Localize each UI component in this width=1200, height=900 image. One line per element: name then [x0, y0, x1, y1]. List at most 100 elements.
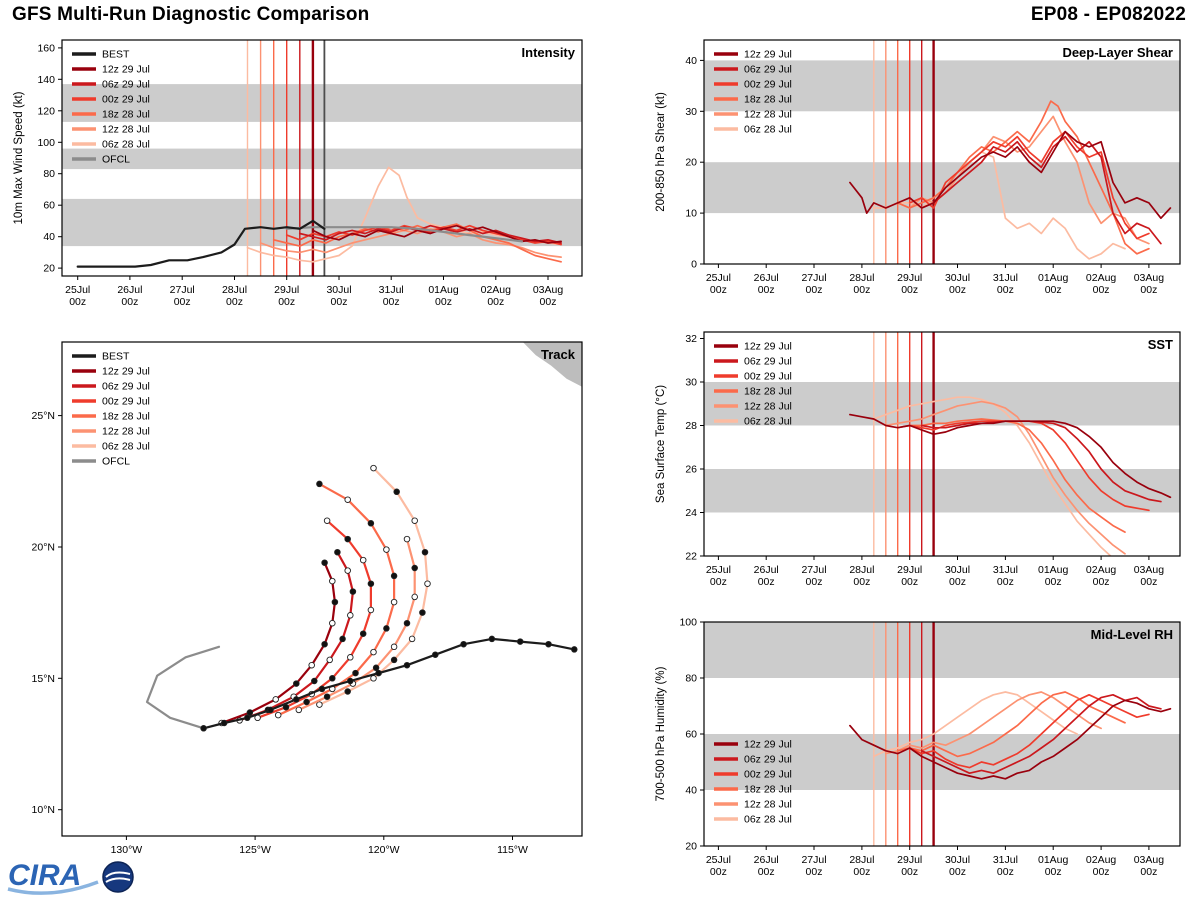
svg-text:30Jul: 30Jul — [326, 284, 351, 296]
track-position-marker — [349, 588, 357, 595]
cira-logo-graphic: CIRA — [7, 859, 134, 895]
svg-text:00z: 00z — [901, 576, 918, 588]
track-position-marker — [293, 696, 300, 703]
svg-text:18z 28 Jul: 18z 28 Jul — [102, 109, 150, 121]
track-position-marker — [488, 635, 496, 643]
svg-text:00z: 00z — [487, 296, 504, 308]
legend: 12z 29 Jul 06z 29 Jul 00z 29 Jul 18z 28 Jul… — [714, 739, 792, 826]
track-position-marker — [408, 635, 416, 643]
track-position-marker — [326, 656, 333, 664]
track-position-marker — [359, 630, 367, 637]
plot-border — [703, 331, 1181, 557]
track-position-marker — [421, 548, 429, 556]
svg-text:00z: 00z — [997, 284, 1014, 296]
svg-text:00z: 00z — [1140, 576, 1157, 588]
svg-text:00z: 00z — [435, 296, 452, 308]
x-axis: 25Jul00z26Jul00z27Jul00z28Jul00z29Jul00z… — [706, 264, 1164, 296]
svg-text:OFCL: OFCL — [102, 154, 130, 166]
track-svg: 130°W 125°W 120°W 115°W 10°N 15°N 20°N 25°N Trac… — [32, 341, 583, 856]
svg-text:00z 29 Jul: 00z 29 Jul — [744, 79, 792, 91]
svg-text:28Jul: 28Jul — [849, 564, 874, 576]
series-group — [849, 100, 1172, 260]
plot-border — [61, 39, 583, 277]
svg-text:00z: 00z — [710, 866, 727, 878]
svg-text:12z 28 Jul: 12z 28 Jul — [102, 124, 150, 136]
svg-text:03Aug: 03Aug — [1134, 854, 1165, 866]
svg-text:00z: 00z — [540, 296, 557, 308]
svg-text:26Jul: 26Jul — [754, 564, 779, 576]
track-position-marker — [344, 496, 351, 503]
svg-text:00z: 00z — [1140, 866, 1157, 878]
svg-text:01Aug: 01Aug — [1038, 564, 1069, 576]
svg-text:30Jul: 30Jul — [945, 564, 970, 576]
svg-text:06z 29 Jul: 06z 29 Jul — [744, 356, 792, 368]
svg-text:30: 30 — [685, 377, 697, 389]
svg-text:25Jul: 25Jul — [706, 564, 731, 576]
track-position-marker — [370, 648, 377, 656]
svg-text:125°W: 125°W — [239, 844, 271, 856]
track-position-marker — [347, 654, 354, 661]
svg-text:00z: 00z — [949, 866, 966, 878]
svg-text:06z 28 Jul: 06z 28 Jul — [102, 139, 150, 151]
land-mass — [522, 342, 582, 387]
track-position-marker — [375, 669, 382, 677]
svg-text:100: 100 — [37, 137, 55, 149]
track-position-marker — [390, 598, 398, 606]
svg-text:06z 28 Jul: 06z 28 Jul — [744, 124, 792, 136]
intensity-svg: 25Jul00z26Jul00z27Jul00z28Jul00z29Jul00z… — [13, 39, 583, 308]
init-time-lines — [873, 332, 935, 556]
series-18z-28-Jul — [896, 418, 1126, 533]
svg-text:00z: 00z — [1045, 866, 1062, 878]
svg-text:25Jul: 25Jul — [706, 854, 731, 866]
svg-text:130°W: 130°W — [111, 844, 143, 856]
series-18z-28-Jul — [896, 691, 1126, 758]
svg-text:00z: 00z — [806, 284, 823, 296]
track-position-marker — [347, 677, 354, 685]
track-position-marker — [200, 725, 207, 732]
svg-text:27Jul: 27Jul — [801, 564, 826, 576]
svg-text:12z 29 Jul: 12z 29 Jul — [744, 341, 792, 353]
svg-text:OFCL: OFCL — [102, 456, 130, 468]
svg-text:06z 28 Jul: 06z 28 Jul — [102, 441, 150, 453]
svg-text:00z: 00z — [174, 296, 191, 308]
y-axis-label: 700-500 hPa Humidity (%) — [655, 666, 667, 801]
svg-text:27Jul: 27Jul — [801, 854, 826, 866]
svg-text:00z: 00z — [997, 576, 1014, 588]
svg-text:00z: 00z — [949, 576, 966, 588]
track-position-marker — [460, 640, 467, 648]
track-position-marker — [316, 480, 323, 488]
svg-text:28Jul: 28Jul — [849, 854, 874, 866]
svg-text:01Aug: 01Aug — [1038, 272, 1069, 284]
svg-text:BEST: BEST — [102, 49, 130, 61]
y-axis-label: 200-850 hPa Shear (kt) — [655, 92, 667, 212]
svg-text:00z: 00z — [1045, 576, 1062, 588]
series-BEST — [76, 219, 326, 268]
svg-text:00z: 00z — [901, 284, 918, 296]
series-06z-29-Jul — [920, 420, 1162, 503]
svg-text:28Jul: 28Jul — [222, 284, 247, 296]
svg-text:24: 24 — [685, 507, 697, 519]
svg-text:06z 28 Jul: 06z 28 Jul — [744, 416, 792, 428]
svg-text:00z: 00z — [710, 576, 727, 588]
threshold-bands — [704, 60, 1180, 214]
track-position-marker — [344, 688, 351, 695]
track-position-marker — [329, 675, 336, 682]
svg-text:00z: 00z — [901, 866, 918, 878]
svg-text:02Aug: 02Aug — [1086, 564, 1117, 576]
svg-text:80: 80 — [43, 168, 55, 180]
track-position-marker — [321, 559, 328, 566]
sst-chart: 25Jul 00z 26Jul 00z 27Jul 00z 28Jul 00z 29Jul 00z… — [636, 318, 1200, 613]
track-position-marker — [367, 520, 375, 527]
svg-text:30: 30 — [685, 106, 697, 118]
x-axis: 130°W 125°W 120°W 115°W — [111, 836, 528, 856]
track-position-marker — [316, 701, 323, 708]
svg-text:10: 10 — [685, 208, 697, 220]
track-position-marker — [393, 488, 400, 496]
track-position-marker — [419, 609, 426, 616]
svg-text:10°N: 10°N — [32, 804, 55, 816]
svg-text:00z: 00z — [383, 296, 400, 308]
sst-svg: 25Jul00z26Jul00z27Jul00z28Jul00z29Jul00z… — [655, 331, 1181, 588]
track-position-marker — [372, 664, 380, 672]
svg-text:26Jul: 26Jul — [754, 854, 779, 866]
